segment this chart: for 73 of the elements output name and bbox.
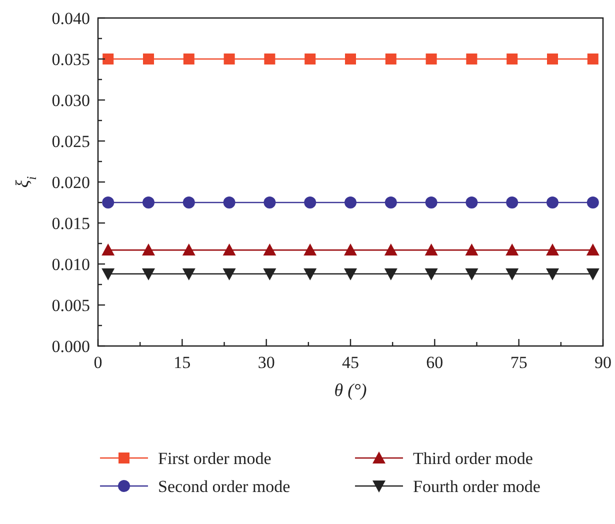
point <box>182 244 196 256</box>
point <box>506 196 518 208</box>
point <box>304 54 316 64</box>
point <box>183 54 194 64</box>
y-tick-label: 0.020 <box>52 173 90 192</box>
x-tick-label: 75 <box>510 353 528 372</box>
point <box>222 244 236 256</box>
point <box>425 196 438 208</box>
point <box>586 268 600 280</box>
x-tick-label: 60 <box>426 353 444 372</box>
point <box>182 268 196 280</box>
point <box>424 244 438 256</box>
point <box>102 54 114 64</box>
point <box>424 268 438 280</box>
point <box>264 54 276 64</box>
point <box>304 268 317 280</box>
y-tick-label: 0.010 <box>52 255 90 274</box>
point <box>506 54 518 64</box>
point <box>465 268 478 280</box>
legend-label: Second order mode <box>158 477 290 496</box>
point <box>586 196 599 208</box>
point <box>102 196 114 208</box>
point <box>224 54 235 64</box>
y-tick-label: 0.025 <box>52 132 90 151</box>
x-tick-label: 90 <box>594 353 612 372</box>
point <box>345 54 356 64</box>
x-axis-title: θ (°) <box>334 380 367 400</box>
legend-label: Fourth order mode <box>413 477 540 496</box>
point <box>344 244 357 256</box>
y-tick-label: 0.005 <box>52 296 90 315</box>
point <box>102 244 115 256</box>
point <box>223 196 236 208</box>
point <box>304 244 317 256</box>
point <box>547 54 558 64</box>
y-tick-label: 0.030 <box>52 91 90 110</box>
point <box>344 196 356 208</box>
point <box>182 196 195 208</box>
point <box>304 196 316 208</box>
point <box>263 268 276 280</box>
point <box>384 196 397 208</box>
legend-label: First order mode <box>158 449 272 468</box>
point <box>264 196 276 208</box>
point <box>426 54 437 64</box>
point <box>102 268 115 280</box>
point <box>587 54 598 64</box>
y-tick-label: 0.000 <box>52 337 90 356</box>
x-tick-label: 45 <box>342 353 359 372</box>
point <box>143 54 154 64</box>
x-tick-label: 15 <box>174 353 191 372</box>
point <box>263 244 276 256</box>
point <box>384 268 398 280</box>
y-tick-label: 0.040 <box>52 9 90 28</box>
point <box>466 196 478 208</box>
point <box>506 244 519 256</box>
point <box>344 268 357 280</box>
point <box>142 244 155 256</box>
y-tick-label: 0.035 <box>52 50 90 69</box>
point <box>142 268 155 280</box>
point <box>384 244 398 256</box>
point <box>546 244 559 256</box>
point <box>506 268 519 280</box>
point <box>546 268 559 280</box>
legend-label: Third order mode <box>413 449 533 468</box>
point <box>222 268 236 280</box>
point <box>465 244 478 256</box>
point <box>385 54 396 64</box>
x-tick-label: 30 <box>258 353 275 372</box>
point <box>546 196 558 208</box>
point <box>142 196 154 208</box>
x-tick-label: 0 <box>94 353 102 372</box>
y-tick-label: 0.015 <box>52 214 90 233</box>
point <box>586 244 600 256</box>
point <box>466 54 478 64</box>
